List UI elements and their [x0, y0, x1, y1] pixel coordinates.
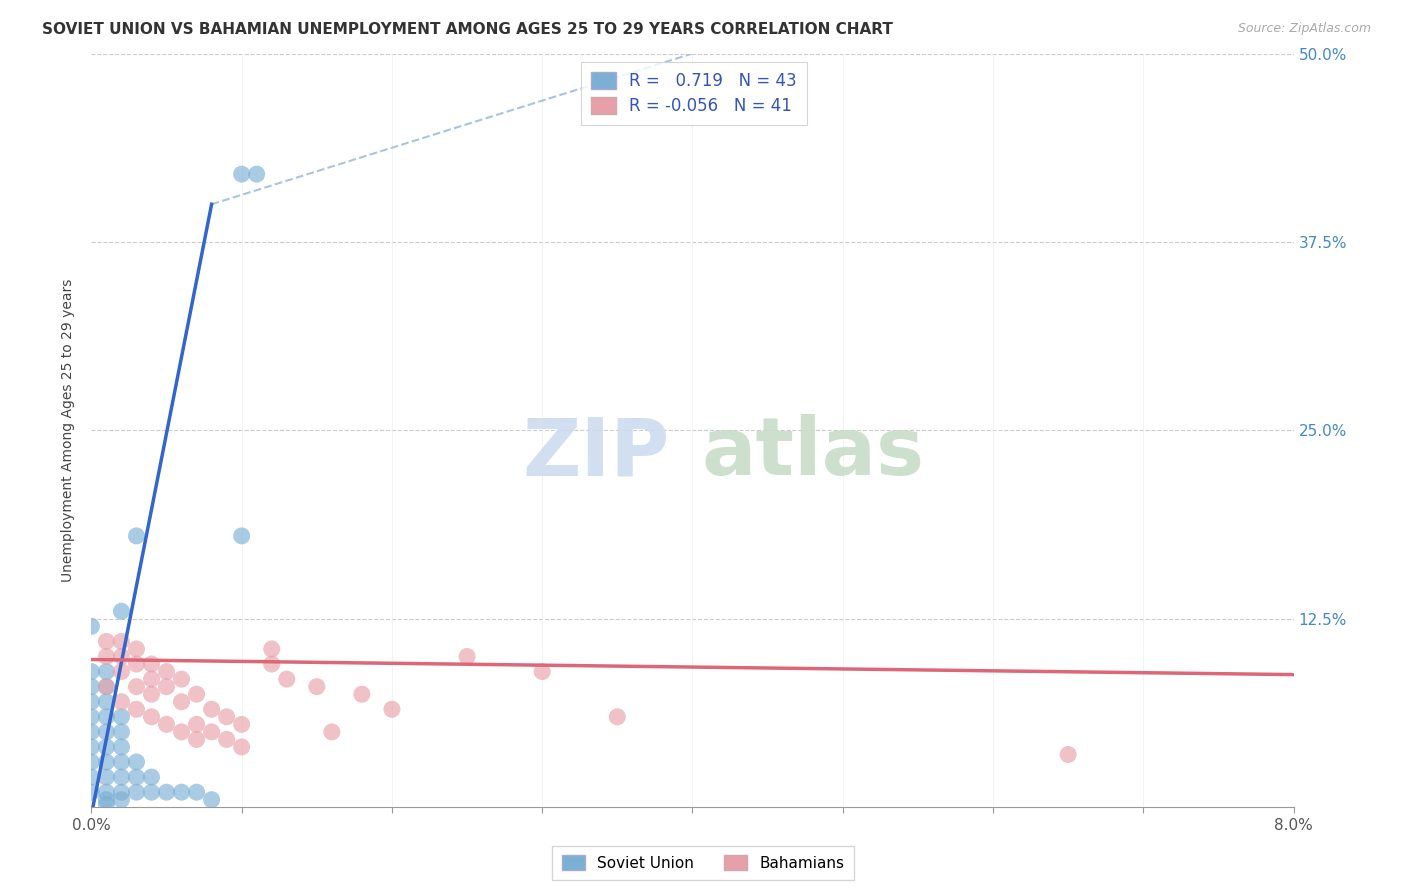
Point [141, 710, 163, 724]
Point [96, 797, 118, 812]
Point [260, 657, 283, 671]
Point [96, 724, 118, 739]
Point [80, 755, 103, 769]
Point [350, 687, 373, 701]
Point [96, 710, 118, 724]
Point [155, 665, 177, 679]
Point [96, 695, 118, 709]
Point [110, 770, 132, 784]
Point [96, 634, 118, 648]
Point [80, 619, 103, 633]
Point [110, 695, 132, 709]
Point [80, 724, 103, 739]
Text: SOVIET UNION VS BAHAMIAN UNEMPLOYMENT AMONG AGES 25 TO 29 YEARS CORRELATION CHAR: SOVIET UNION VS BAHAMIAN UNEMPLOYMENT AM… [42, 22, 893, 37]
Point [246, 167, 269, 181]
Point [141, 770, 163, 784]
Point [276, 672, 298, 686]
Point [96, 739, 118, 754]
Point [170, 695, 193, 709]
Point [110, 604, 132, 618]
Point [321, 724, 343, 739]
Point [110, 634, 132, 648]
Point [110, 755, 132, 769]
Point [125, 755, 148, 769]
Point [80, 665, 103, 679]
Y-axis label: Unemployment Among Ages 25 to 29 years: Unemployment Among Ages 25 to 29 years [62, 278, 76, 582]
Text: ZIP: ZIP [523, 414, 669, 492]
Point [96, 680, 118, 694]
Point [80, 770, 103, 784]
Point [96, 755, 118, 769]
Point [141, 657, 163, 671]
Point [215, 710, 238, 724]
Point [96, 770, 118, 784]
Point [201, 724, 224, 739]
Legend: Soviet Union, Bahamians: Soviet Union, Bahamians [553, 846, 853, 880]
Point [155, 785, 177, 799]
Point [456, 649, 478, 664]
Point [80, 680, 103, 694]
Point [110, 785, 132, 799]
Point [170, 672, 193, 686]
Point [96, 649, 118, 664]
Point [125, 785, 148, 799]
Point [170, 724, 193, 739]
Text: Source: ZipAtlas.com: Source: ZipAtlas.com [1237, 22, 1371, 36]
Point [1057, 747, 1080, 762]
Point [125, 770, 148, 784]
Point [80, 739, 103, 754]
Point [215, 732, 238, 747]
Point [80, 710, 103, 724]
Point [155, 680, 177, 694]
Point [125, 680, 148, 694]
Point [381, 702, 404, 716]
Legend: R =   0.719   N = 43, R = -0.056   N = 41: R = 0.719 N = 43, R = -0.056 N = 41 [581, 62, 807, 125]
Point [125, 642, 148, 657]
Point [125, 657, 148, 671]
Point [260, 642, 283, 657]
Point [170, 785, 193, 799]
Point [80, 785, 103, 799]
Point [80, 695, 103, 709]
Point [110, 739, 132, 754]
Point [110, 724, 132, 739]
Point [186, 717, 208, 731]
Point [125, 702, 148, 716]
Point [96, 793, 118, 807]
Point [606, 710, 628, 724]
Point [531, 665, 554, 679]
Point [141, 672, 163, 686]
Point [305, 680, 328, 694]
Point [141, 687, 163, 701]
Point [96, 785, 118, 799]
Point [201, 793, 224, 807]
Point [155, 717, 177, 731]
Point [110, 665, 132, 679]
Point [125, 529, 148, 543]
Point [186, 732, 208, 747]
Point [186, 785, 208, 799]
Point [110, 793, 132, 807]
Point [96, 665, 118, 679]
Point [110, 710, 132, 724]
Point [141, 785, 163, 799]
Point [186, 687, 208, 701]
Point [231, 529, 253, 543]
Text: atlas: atlas [702, 414, 924, 492]
Point [231, 739, 253, 754]
Point [96, 680, 118, 694]
Point [201, 702, 224, 716]
Point [110, 649, 132, 664]
Point [231, 167, 253, 181]
Point [231, 717, 253, 731]
